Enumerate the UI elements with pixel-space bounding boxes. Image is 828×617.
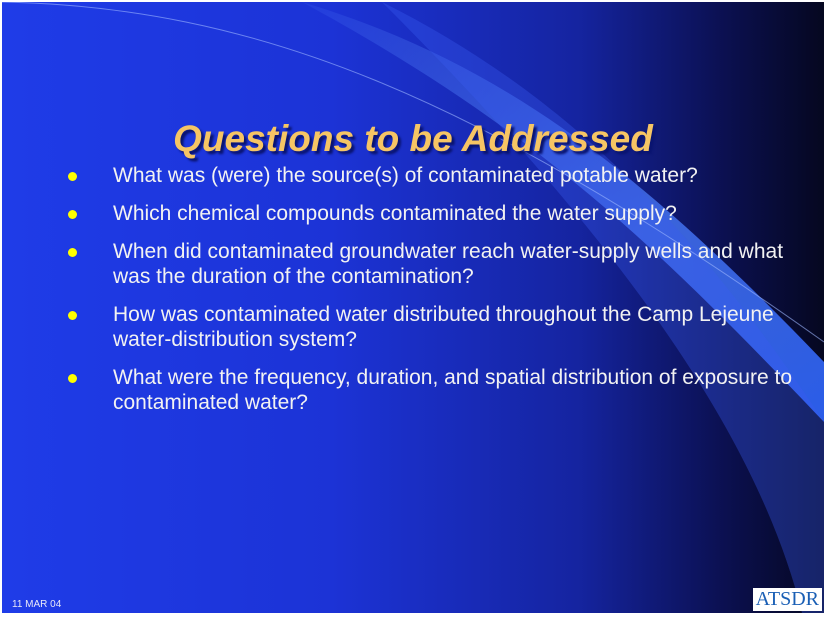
bullet: When did contaminated groundwater reach … bbox=[68, 239, 798, 289]
bullet: What was (were) the source(s) of contami… bbox=[68, 163, 798, 188]
swoosh bbox=[382, 2, 824, 613]
bullet: How was contaminated water distributed t… bbox=[68, 302, 798, 352]
bullet-list: What was (were) the source(s) of contami… bbox=[68, 163, 798, 428]
footer-date: 11 MAR 04 bbox=[12, 599, 62, 610]
bullet: What were the frequency, duration, and s… bbox=[68, 365, 798, 415]
swoosh-line bbox=[2, 2, 824, 343]
logo: ATSDR bbox=[752, 588, 822, 611]
slide-title: Questions to be Addressed bbox=[173, 118, 653, 159]
bullet: Which chemical compounds contaminated th… bbox=[68, 201, 798, 226]
